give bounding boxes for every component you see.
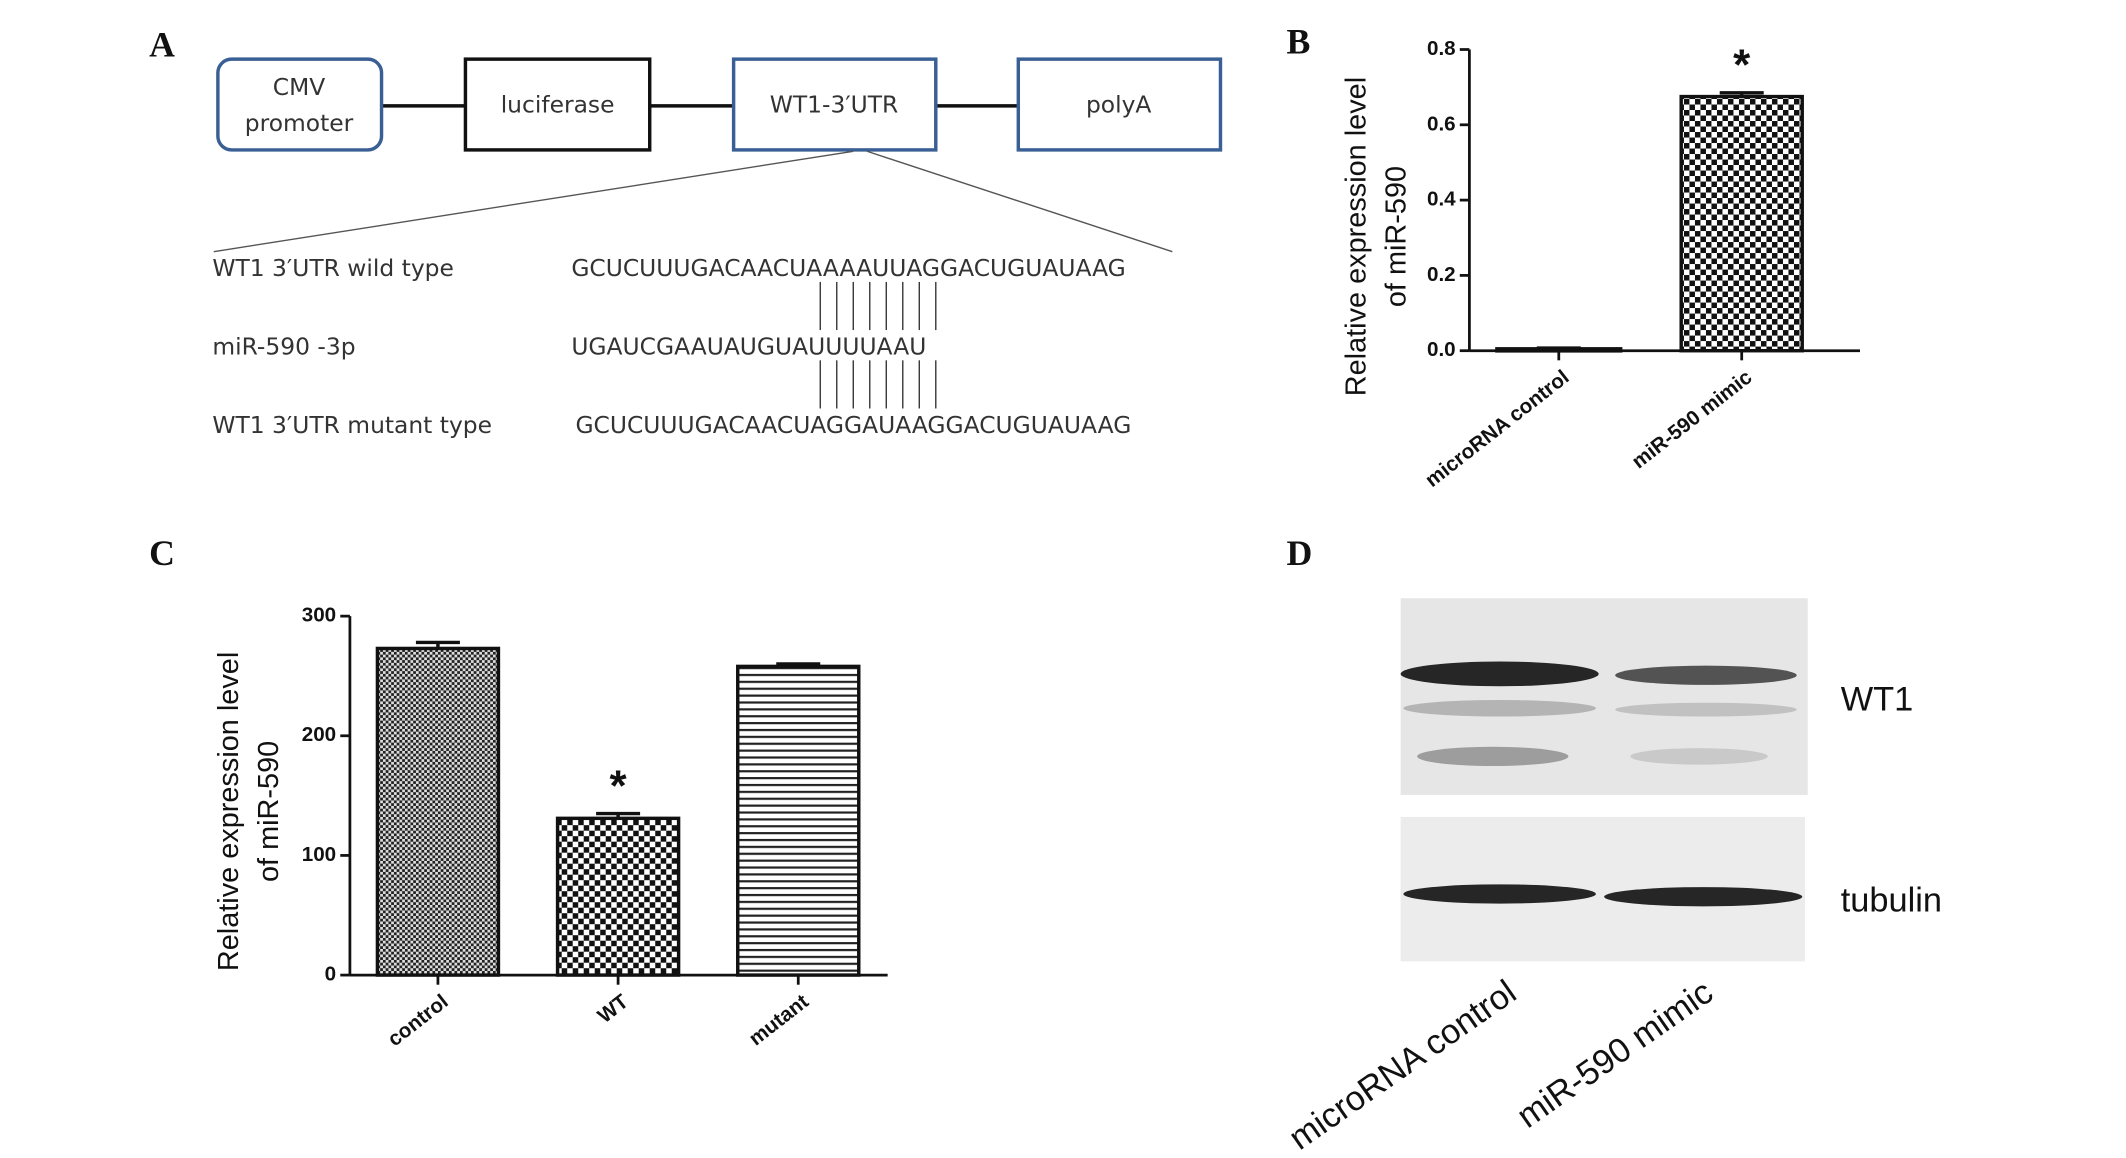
x-tick-label: mutant (745, 990, 813, 1050)
panel-label: B (1286, 22, 1310, 62)
bar (736, 664, 861, 977)
box-label: CMV promoter (245, 73, 354, 137)
y-tick-label: 300 (302, 604, 336, 627)
sequence: GCUCUUUGACAACUAGGAUAAGGACUGUAUAAG (575, 411, 1131, 439)
band (1403, 884, 1596, 904)
x-tick-label: control (383, 990, 452, 1051)
y-tick-label: 0.0 (1427, 338, 1456, 361)
bar (375, 646, 501, 977)
construct-diagram: CMV promoter luciferase WT1-3′UTR polyA W… (212, 57, 1223, 439)
error-bar (596, 811, 641, 819)
lane-label: miR-590 mimic (1510, 973, 1720, 1136)
significance-marker: * (1733, 41, 1751, 90)
y-axis-label: Relative expression level (213, 652, 245, 971)
box (731, 57, 938, 152)
box (216, 57, 384, 152)
error-bar (1719, 91, 1764, 97)
box-label: polyA (1086, 90, 1151, 118)
x-tick-label: miR-590 mimic (1628, 366, 1757, 474)
error-bar (1536, 346, 1581, 350)
band (1604, 887, 1803, 907)
significance-marker: * (610, 761, 628, 810)
band-label: tubulin (1841, 881, 1942, 919)
base-pairing (819, 281, 937, 409)
y-tick-label: 200 (302, 723, 336, 746)
x-tick-label: microRNA control (1421, 366, 1574, 492)
box (463, 57, 652, 152)
band-label: WT1 (1841, 680, 1914, 718)
band (1403, 700, 1596, 717)
sequence: UGAUCGAAUAUGUAUUUUAAU (571, 332, 926, 360)
lane-label: microRNA control (1282, 973, 1523, 1158)
bar (1679, 94, 1804, 353)
row-label: WT1 3′UTR wild type (212, 254, 454, 282)
error-bar (776, 662, 821, 667)
panel-label: C (149, 533, 175, 573)
band (1615, 702, 1797, 717)
panel-label: D (1286, 533, 1312, 573)
box (1016, 57, 1223, 152)
y-tick-label: 0.2 (1427, 263, 1456, 286)
y-axis-label: of miR-590 (253, 741, 285, 882)
zoom-line (866, 150, 1173, 253)
sequence: GCUCUUUGACAACUAAAAUUAGGACUGUAUAAG (571, 254, 1125, 282)
band (1417, 746, 1569, 767)
box-label: luciferase (501, 90, 615, 118)
y-axis-label: Relative expression level (1341, 77, 1373, 396)
box-label: WT1-3′UTR (770, 90, 899, 118)
error-bar (415, 640, 460, 649)
x-tick-label: WT (593, 990, 633, 1028)
y-tick-label: 0.6 (1427, 112, 1456, 135)
band (1400, 661, 1599, 687)
bar (555, 816, 681, 977)
row-label: WT1 3′UTR mutant type (212, 411, 492, 439)
row-label: miR-590 -3p (212, 332, 355, 360)
band (1615, 665, 1797, 685)
y-tick-label: 0.4 (1427, 188, 1456, 211)
zoom-line (213, 150, 854, 253)
band (1630, 748, 1768, 765)
y-tick-label: 0 (325, 963, 336, 986)
blot-membrane (1400, 598, 1808, 795)
y-tick-label: 0.8 (1427, 37, 1456, 60)
panel-label: A (149, 24, 175, 64)
y-tick-label: 100 (302, 843, 336, 866)
y-axis-label: of miR-590 (1381, 166, 1413, 307)
western-blot: WT1 tubulin microRNA control miR-590 mim… (1282, 598, 1942, 1158)
